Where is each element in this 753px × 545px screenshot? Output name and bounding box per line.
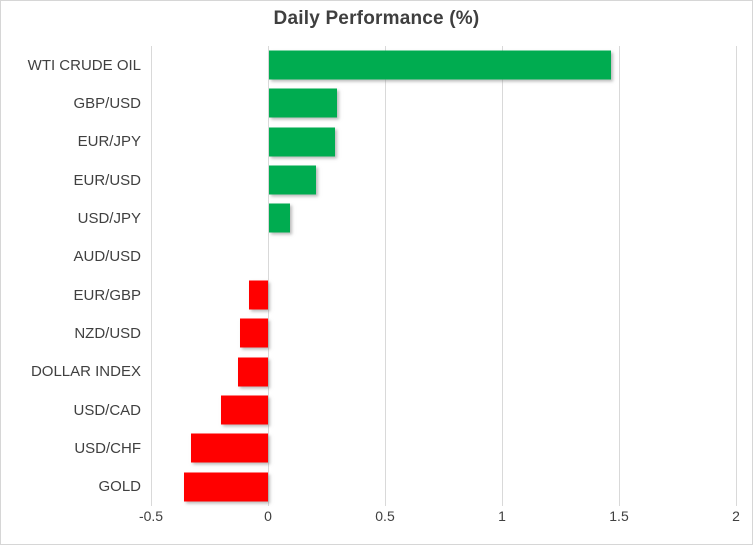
- bar-row: AUD/USD: [1, 238, 752, 276]
- bar-row: EUR/USD: [1, 161, 752, 199]
- bar-track: [151, 238, 736, 276]
- category-label: EUR/GBP: [73, 286, 141, 304]
- x-axis-tick-label: 0.5: [375, 508, 395, 524]
- category-label: USD/JPY: [77, 209, 141, 227]
- bar-track: [151, 429, 736, 467]
- bar-track: [151, 123, 736, 161]
- x-axis-tick-label: -0.5: [138, 508, 164, 524]
- bar-track: [151, 353, 736, 391]
- performance-bar: [269, 88, 337, 118]
- bar-row: USD/JPY: [1, 199, 752, 237]
- bar-track: [151, 314, 736, 352]
- category-label: GBP/USD: [73, 94, 141, 112]
- performance-bar: [190, 433, 268, 463]
- x-axis-tick-label: 1.5: [609, 508, 629, 524]
- bar-row: USD/CHF: [1, 429, 752, 467]
- performance-bar: [269, 50, 611, 80]
- performance-bar: [183, 472, 268, 502]
- category-label: NZD/USD: [74, 324, 141, 342]
- performance-bar: [221, 395, 268, 425]
- category-label: USD/CAD: [73, 401, 141, 419]
- bar-track: [151, 46, 736, 84]
- bar-track: [151, 276, 736, 314]
- bar-row: DOLLAR INDEX: [1, 353, 752, 391]
- category-label: AUD/USD: [73, 248, 141, 266]
- chart-title: Daily Performance (%): [273, 8, 480, 29]
- bar-row: GOLD: [1, 468, 752, 506]
- performance-bar: [269, 165, 316, 195]
- x-axis-tick-label: 0: [264, 508, 272, 524]
- x-axis-tick-label: 1: [498, 508, 506, 524]
- bar-row: WTI CRUDE OIL: [1, 46, 752, 84]
- x-axis-tick-labels: -0.5 0 0.5 1 1.5 2: [139, 508, 740, 530]
- bar-track: [151, 84, 736, 122]
- bar-row: EUR/GBP: [1, 276, 752, 314]
- category-label: USD/CHF: [74, 439, 141, 457]
- bar-track: [151, 199, 736, 237]
- category-label: GOLD: [98, 478, 141, 496]
- performance-bar: [269, 203, 291, 233]
- bar-track: [151, 468, 736, 506]
- performance-bar: [239, 318, 268, 348]
- bar-track: [151, 161, 736, 199]
- performance-bar: [269, 127, 335, 157]
- x-axis-tick-label: 2: [732, 508, 740, 524]
- bar-track: [151, 391, 736, 429]
- bar-row: USD/CAD: [1, 391, 752, 429]
- bar-rows: WTI CRUDE OIL GBP/USD EUR/JPY EUR/USD USD/JP…: [1, 46, 752, 506]
- category-label: DOLLAR INDEX: [30, 363, 141, 381]
- category-label: WTI CRUDE OIL: [27, 56, 141, 74]
- bar-row: NZD/USD: [1, 314, 752, 352]
- performance-bar: [237, 357, 268, 387]
- bar-row: EUR/JPY: [1, 123, 752, 161]
- performance-bar: [249, 280, 268, 310]
- category-label: EUR/JPY: [77, 133, 141, 151]
- bar-row: GBP/USD: [1, 84, 752, 122]
- category-label: EUR/USD: [73, 171, 141, 189]
